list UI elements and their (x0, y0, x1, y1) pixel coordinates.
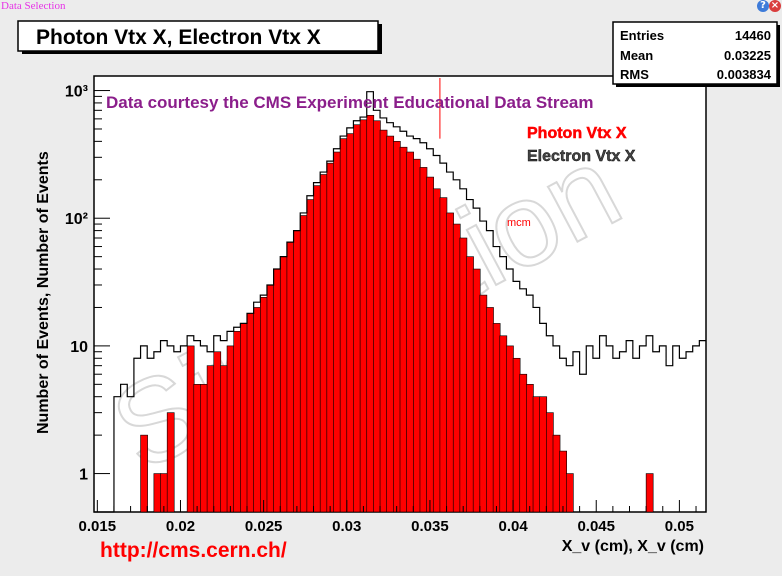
photon-bar (299, 215, 308, 513)
photon-bar (233, 331, 242, 513)
photon-bar (439, 197, 448, 513)
photon-bar (140, 434, 148, 513)
photon-bar (253, 307, 261, 513)
rms-value: 0.003834 (717, 67, 772, 82)
entries-label: Entries (620, 28, 664, 43)
photon-bar (346, 133, 355, 513)
photon-bar (373, 120, 381, 513)
photon-bar (279, 256, 288, 513)
x-tick-label: 0.035 (411, 518, 449, 535)
photon-bar (166, 412, 175, 513)
stats-box: Entries 14460 Mean 0.03225 RMS 0.003834 (612, 21, 780, 87)
x-tick-label: 0.03 (332, 518, 361, 535)
photon-bar (486, 307, 494, 513)
entries-value: 14460 (735, 28, 771, 43)
x-axis: 0.015 0.02 0.025 0.03 0.035 0.04 0.045 0.05 (79, 500, 697, 535)
photon-series (140, 114, 654, 513)
photon-bar (512, 357, 521, 513)
photon-bar (386, 135, 395, 513)
histogram-chart: Photon Vtx X, Electron Vtx X Simulation … (0, 14, 782, 576)
y-tick-label: 1 (79, 467, 88, 484)
photon-bar (565, 473, 574, 513)
legend-electron: Electron Vtx X (527, 148, 636, 165)
photon-bar (259, 297, 268, 513)
photon-bar (412, 158, 421, 513)
photon-bar (246, 312, 255, 513)
photon-bar (459, 237, 468, 513)
y-axis-label: Number of Events, Number of Events (35, 151, 52, 434)
photon-bar (479, 294, 488, 513)
y-axis: 1 10 10² 10³ (65, 84, 110, 484)
photon-bar (532, 396, 541, 513)
photon-bar (186, 345, 195, 513)
x-tick-label: 0.015 (79, 518, 117, 535)
photon-bar (353, 124, 361, 513)
photon-bar (492, 323, 501, 513)
photon-bar (539, 396, 548, 513)
photon-bar (306, 199, 315, 513)
y-tick-label: 10 (70, 339, 88, 356)
title-bar: Data Selection ? × (0, 0, 782, 14)
photon-bar (366, 114, 375, 513)
mean-value: 0.03225 (724, 48, 771, 63)
courtesy-text: Data courtesy the CMS Experiment Educati… (106, 93, 593, 112)
mean-label: Mean (620, 48, 653, 63)
electron-series-line (94, 91, 706, 513)
x-tick-label: 0.04 (498, 518, 528, 535)
x-tick-label: 0.045 (577, 518, 615, 535)
photon-bar (326, 162, 335, 513)
photon-bar (432, 188, 441, 513)
photon-bar (446, 212, 454, 513)
photon-bar (266, 284, 275, 513)
photon-bar (645, 473, 654, 513)
photon-bar (552, 434, 561, 513)
photon-bar (313, 185, 321, 513)
photon-bar (506, 345, 514, 513)
photon-bar (519, 373, 528, 513)
chart-title-box: Photon Vtx X, Electron Vtx X (17, 20, 382, 54)
photon-bar (226, 345, 235, 513)
x-axis-label: X_v (cm), X_v (cm) (562, 538, 704, 555)
y-tick-label: 10² (65, 211, 88, 228)
x-tick-label: 0.05 (665, 518, 694, 535)
photon-bar (419, 167, 428, 513)
photon-bar (333, 151, 341, 513)
close-icon[interactable]: × (769, 0, 781, 12)
photon-bar (406, 151, 414, 513)
photon-bar (319, 174, 328, 513)
x-tick-label: 0.02 (166, 518, 195, 535)
photon-bar (452, 223, 461, 513)
photon-bar (293, 230, 301, 513)
photon-bar (153, 473, 162, 513)
marker-label: mcm (507, 217, 531, 229)
cms-url[interactable]: http://cms.cern.ch/ (100, 539, 287, 562)
photon-bar (499, 335, 508, 513)
photon-bar (399, 146, 408, 513)
photon-bar (200, 384, 208, 513)
x-tick-label: 0.025 (245, 518, 283, 535)
photon-bar (286, 241, 295, 513)
photon-bar (426, 176, 434, 513)
photon-bar (393, 141, 401, 513)
photon-bar (472, 268, 481, 513)
photon-bar (359, 119, 368, 513)
photon-bar (559, 450, 568, 513)
photon-bar (273, 268, 281, 513)
y-tick-label: 10³ (65, 84, 88, 101)
rms-label: RMS (620, 67, 649, 82)
photon-bar (379, 129, 388, 513)
photon-bar (526, 384, 534, 513)
photon-bar (240, 323, 248, 513)
chart-title: Photon Vtx X, Electron Vtx X (36, 26, 321, 49)
help-icon[interactable]: ? (757, 0, 769, 12)
photon-bar (213, 351, 222, 513)
photon-bar (339, 138, 348, 513)
legend-photon: Photon Vtx X (527, 125, 627, 142)
photon-bar (220, 365, 228, 513)
app-title: Data Selection (1, 0, 66, 12)
photon-bar (466, 256, 474, 513)
photon-bar (193, 384, 202, 513)
photon-bar (206, 365, 215, 513)
photon-bar (546, 412, 554, 513)
